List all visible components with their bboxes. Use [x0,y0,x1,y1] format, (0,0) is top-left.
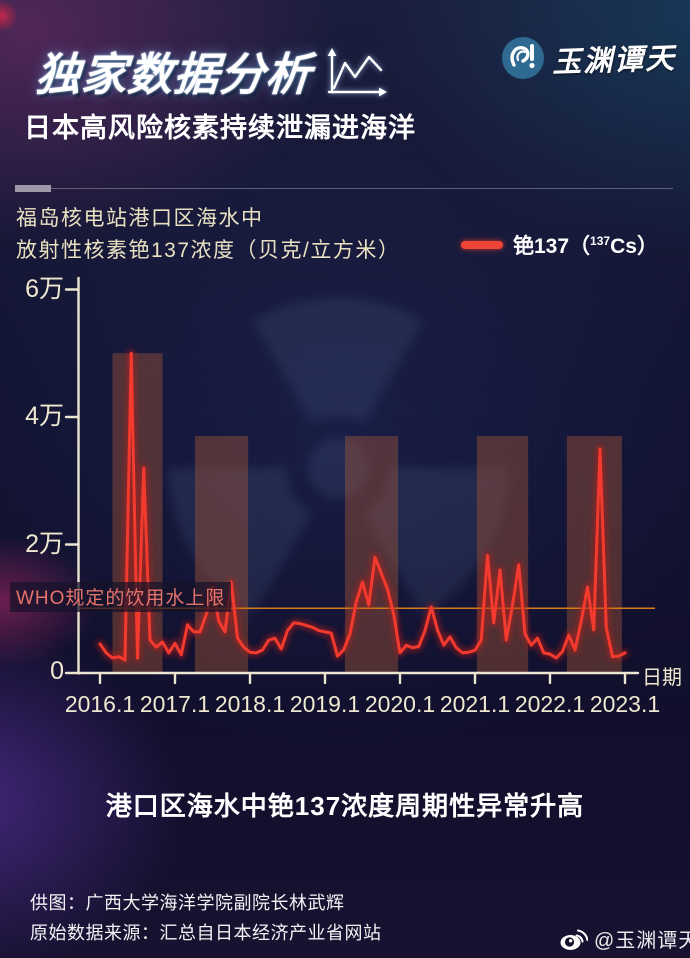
y-tick-label: 0 [50,657,64,685]
highlight-band [112,353,163,673]
axes [64,276,640,685]
x-tick-label: 2020.1 [364,691,436,717]
legend-swatch [461,241,503,249]
x-tick-label: 2016.1 [64,691,136,717]
radiation-symbol-watermark [168,298,508,616]
chart-conclusion: 港口区海水中铯137浓度周期性异常升高 [105,791,585,821]
chart-title-line2: 放射性核素铯137浓度（贝克/立方米） [16,239,401,262]
brand-logo: 玉渊谭天 [501,36,677,80]
x-tick-label: 2019.1 [289,691,361,717]
divider [15,188,673,189]
credit-source-line2: 原始数据来源：汇总自日本经济产业省网站 [30,923,382,943]
x-axis-name: 日期 [642,667,682,689]
credit-source-line1: 供图：广西大学海洋学院副院长林武辉 [30,893,345,913]
highlight-band [476,436,529,673]
weibo-handle: @玉渊谭天 [594,930,690,952]
divider-accent [15,185,51,192]
highlight-band [195,436,249,673]
yuyuantantian-badge-icon [502,37,544,79]
series-line-glow [96,349,629,664]
x-tick-label: 2017.1 [139,691,211,717]
x-tick-label: 2018.1 [214,691,286,717]
x-tick-label: 2023.1 [589,691,661,717]
legend: 铯137（137Cs） [461,230,658,260]
highlight-band [566,436,622,673]
highlight-band [345,436,399,673]
line-chart-arrow-icon [327,48,387,97]
page-subtitle: 日本高风险核素持续泄漏进海洋 [24,113,416,143]
y-tick-label: 6万 [25,274,64,303]
weibo-watermark: @玉渊谭天 [560,924,690,953]
y-tick-label: 2万 [25,529,64,558]
y-tick-label: 4万 [25,402,64,430]
x-tick-label: 2021.1 [439,691,511,717]
chart-title-line1: 福岛核电站港口区海水中 [16,207,264,230]
page-title: 独家数据分析 [33,49,314,100]
series-line [98,351,627,662]
who-limit-label: WHO规定的饮用水上限 [10,582,232,612]
brand-logo-text: 玉渊谭天 [551,42,677,80]
legend-label: 铯137（137Cs） [513,234,658,258]
weibo-icon [560,928,588,950]
x-tick-label: 2022.1 [514,691,586,717]
